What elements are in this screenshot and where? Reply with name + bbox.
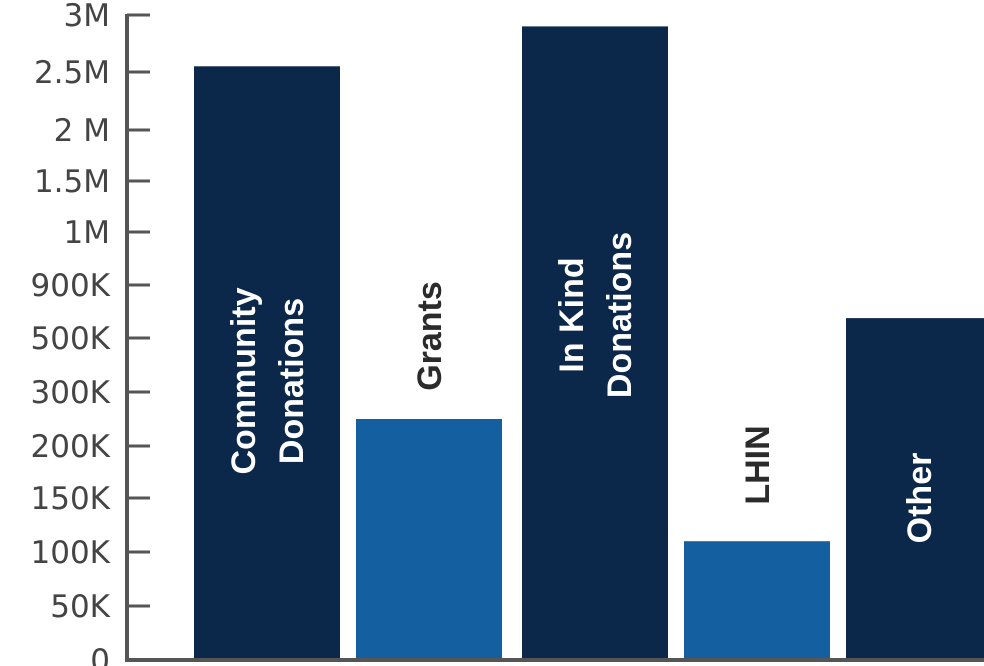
bars: [194, 26, 984, 661]
bar-label-line: Donations: [273, 298, 311, 464]
bar-label: In Kind Donations: [553, 232, 639, 398]
bar-label: Other: [901, 453, 939, 544]
y-tick-label: 2 M: [54, 113, 110, 149]
bar: [846, 318, 984, 660]
y-tick-label: 0: [90, 643, 110, 666]
bar-label: Community Donations: [225, 287, 311, 474]
bar: [522, 26, 668, 660]
y-tick-label: 50K: [50, 589, 110, 625]
y-tick-label: 2.5M: [34, 55, 110, 91]
bar-label: Grants: [411, 281, 449, 391]
y-axis: 3M 2.5M 2 M 1.5M 1M 900K 500K 300K 200K 150K 100K 5…: [31, 0, 150, 666]
y-tick-label: 200K: [31, 429, 111, 465]
y-tick-label: 1M: [64, 215, 110, 251]
y-tick-label: 1.5M: [34, 164, 110, 200]
y-tick-label: 900K: [31, 268, 111, 304]
bar-label-line: Community: [225, 287, 263, 474]
y-tick-label: 300K: [31, 375, 111, 411]
bar-label-line: Other: [901, 453, 939, 544]
y-tick-label: 100K: [31, 535, 111, 571]
y-tick-label: 150K: [31, 481, 111, 517]
y-tick-label: 500K: [31, 321, 111, 357]
bar: [684, 541, 830, 660]
bar: [356, 419, 502, 660]
bar-label-line: LHIN: [739, 425, 777, 504]
bar-label: LHIN: [739, 425, 777, 504]
bar-labels: Community Donations Grants In Kind Donations…: [225, 232, 939, 543]
bar-label-line: In Kind: [553, 257, 591, 372]
bar-label-line: Donations: [601, 232, 639, 398]
y-tick-label: 3M: [64, 0, 110, 34]
bar: [194, 66, 340, 661]
bar-label-line: Grants: [411, 281, 449, 391]
